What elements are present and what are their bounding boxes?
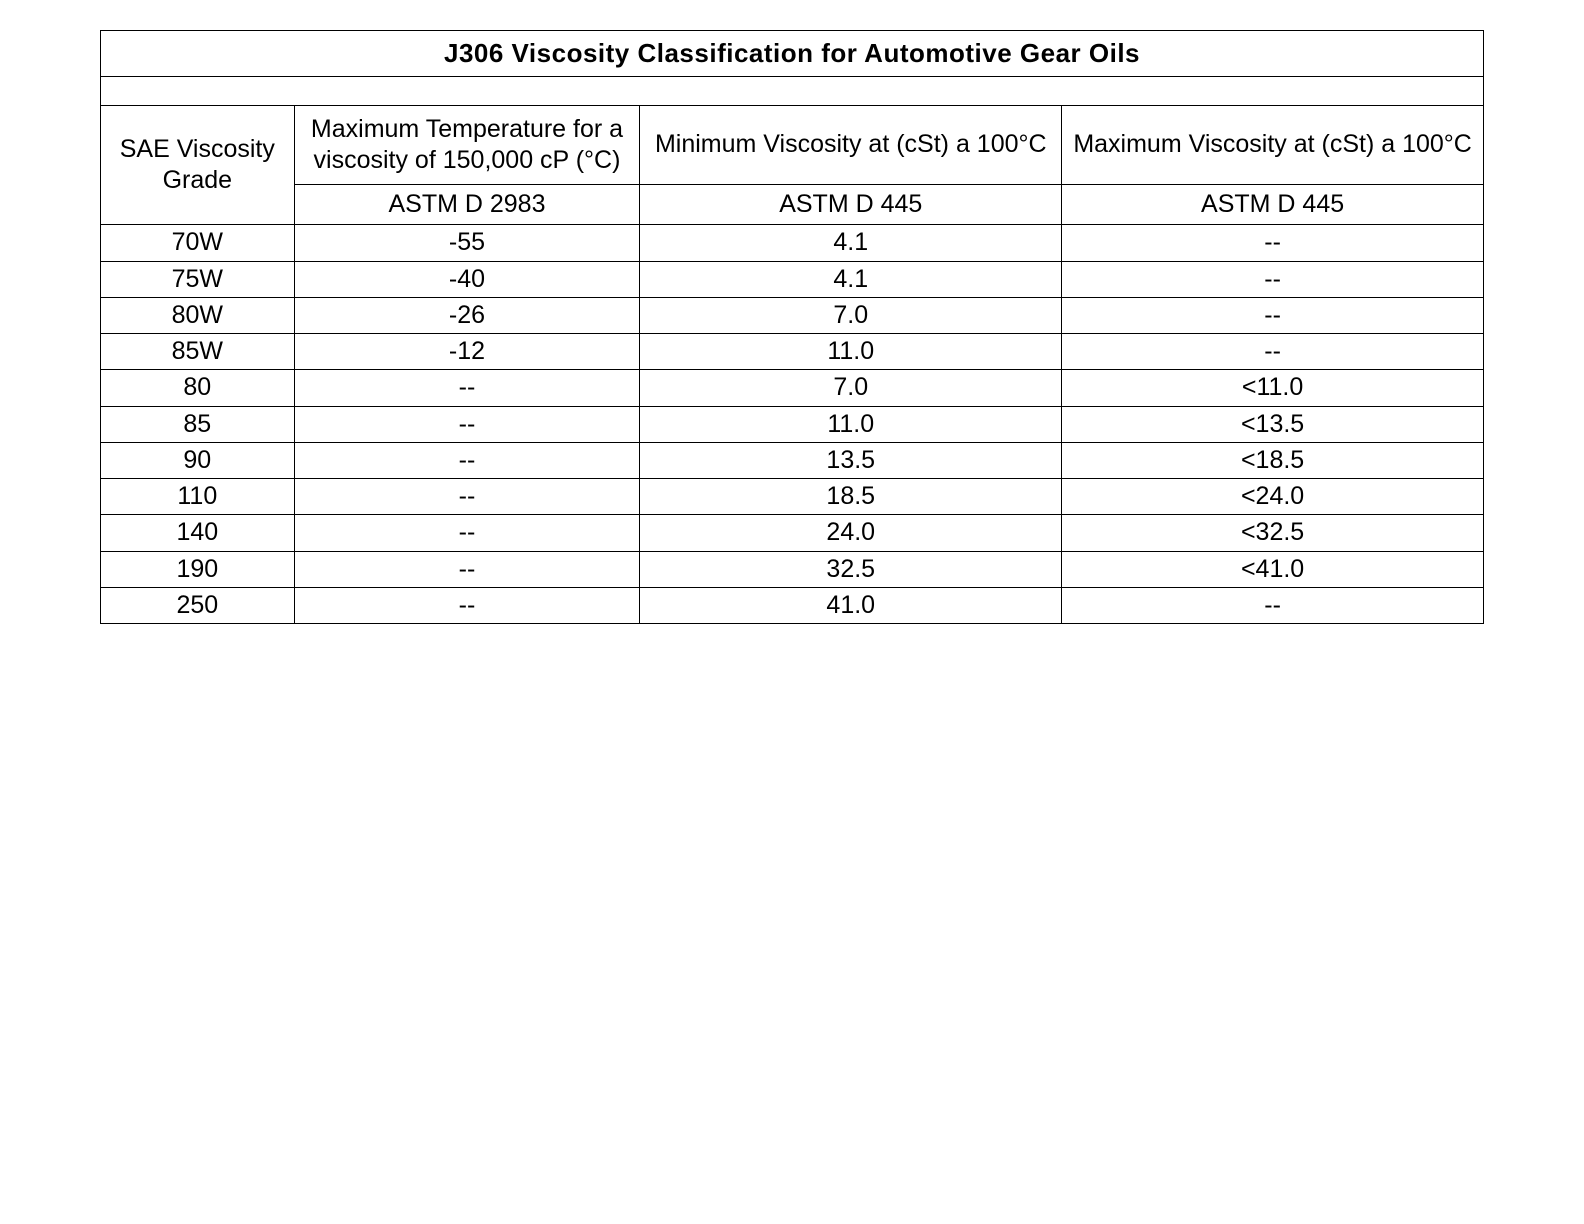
- cell-max-temp: --: [294, 515, 640, 551]
- col-subheader-min-visc: ASTM D 445: [640, 185, 1062, 225]
- title-row: J306 Viscosity Classification for Automo…: [101, 31, 1484, 77]
- spacer-row: [101, 76, 1484, 105]
- cell-max-temp: -40: [294, 261, 640, 297]
- cell-grade: 110: [101, 479, 295, 515]
- cell-max-visc: <11.0: [1062, 370, 1484, 406]
- col-header-max-visc: Maximum Viscosity at (cSt) a 100°C: [1062, 105, 1484, 185]
- cell-grade: 85W: [101, 334, 295, 370]
- cell-min-visc: 18.5: [640, 479, 1062, 515]
- cell-max-visc: <13.5: [1062, 406, 1484, 442]
- cell-max-temp: --: [294, 551, 640, 587]
- cell-grade: 140: [101, 515, 295, 551]
- col-subheader-max-visc: ASTM D 445: [1062, 185, 1484, 225]
- cell-min-visc: 7.0: [640, 370, 1062, 406]
- table-row: 85--11.0<13.5: [101, 406, 1484, 442]
- table-row: 80--7.0<11.0: [101, 370, 1484, 406]
- table-row: 190--32.5<41.0: [101, 551, 1484, 587]
- cell-max-visc: --: [1062, 225, 1484, 261]
- spacer-cell: [101, 76, 1484, 105]
- cell-max-temp: --: [294, 406, 640, 442]
- cell-max-visc: <32.5: [1062, 515, 1484, 551]
- cell-min-visc: 24.0: [640, 515, 1062, 551]
- table-row: 110--18.5<24.0: [101, 479, 1484, 515]
- cell-grade: 70W: [101, 225, 295, 261]
- cell-grade: 80W: [101, 297, 295, 333]
- table-row: 90--13.5<18.5: [101, 442, 1484, 478]
- cell-grade: 90: [101, 442, 295, 478]
- cell-max-visc: --: [1062, 587, 1484, 623]
- cell-min-visc: 4.1: [640, 225, 1062, 261]
- cell-min-visc: 32.5: [640, 551, 1062, 587]
- cell-grade: 75W: [101, 261, 295, 297]
- cell-grade: 80: [101, 370, 295, 406]
- table-row: 70W-554.1--: [101, 225, 1484, 261]
- cell-max-temp: -55: [294, 225, 640, 261]
- cell-grade: 190: [101, 551, 295, 587]
- cell-max-temp: --: [294, 587, 640, 623]
- table-row: 85W-1211.0--: [101, 334, 1484, 370]
- cell-max-visc: --: [1062, 261, 1484, 297]
- cell-min-visc: 41.0: [640, 587, 1062, 623]
- table-row: 140--24.0<32.5: [101, 515, 1484, 551]
- col-subheader-max-temp: ASTM D 2983: [294, 185, 640, 225]
- cell-max-visc: <18.5: [1062, 442, 1484, 478]
- table-body: 70W-554.1--75W-404.1--80W-267.0--85W-121…: [101, 225, 1484, 624]
- table-row: 75W-404.1--: [101, 261, 1484, 297]
- cell-grade: 85: [101, 406, 295, 442]
- cell-max-temp: -26: [294, 297, 640, 333]
- subheader-row: ASTM D 2983 ASTM D 445 ASTM D 445: [101, 185, 1484, 225]
- page: J306 Viscosity Classification for Automo…: [0, 0, 1584, 624]
- cell-min-visc: 11.0: [640, 406, 1062, 442]
- cell-max-temp: -12: [294, 334, 640, 370]
- cell-min-visc: 13.5: [640, 442, 1062, 478]
- viscosity-table: J306 Viscosity Classification for Automo…: [100, 30, 1484, 624]
- col-header-min-visc: Minimum Viscosity at (cSt) a 100°C: [640, 105, 1062, 185]
- table-title: J306 Viscosity Classification for Automo…: [101, 31, 1484, 77]
- table-row: 80W-267.0--: [101, 297, 1484, 333]
- cell-max-temp: --: [294, 442, 640, 478]
- cell-max-visc: --: [1062, 334, 1484, 370]
- cell-max-visc: --: [1062, 297, 1484, 333]
- cell-max-visc: <24.0: [1062, 479, 1484, 515]
- cell-min-visc: 4.1: [640, 261, 1062, 297]
- col-header-grade: SAE Viscosity Grade: [101, 105, 295, 225]
- cell-min-visc: 11.0: [640, 334, 1062, 370]
- cell-min-visc: 7.0: [640, 297, 1062, 333]
- cell-max-temp: --: [294, 370, 640, 406]
- cell-max-visc: <41.0: [1062, 551, 1484, 587]
- header-row: SAE Viscosity Grade Maximum Temperature …: [101, 105, 1484, 185]
- cell-max-temp: --: [294, 479, 640, 515]
- col-header-max-temp: Maximum Temperature for a viscosity of 1…: [294, 105, 640, 185]
- table-row: 250--41.0--: [101, 587, 1484, 623]
- cell-grade: 250: [101, 587, 295, 623]
